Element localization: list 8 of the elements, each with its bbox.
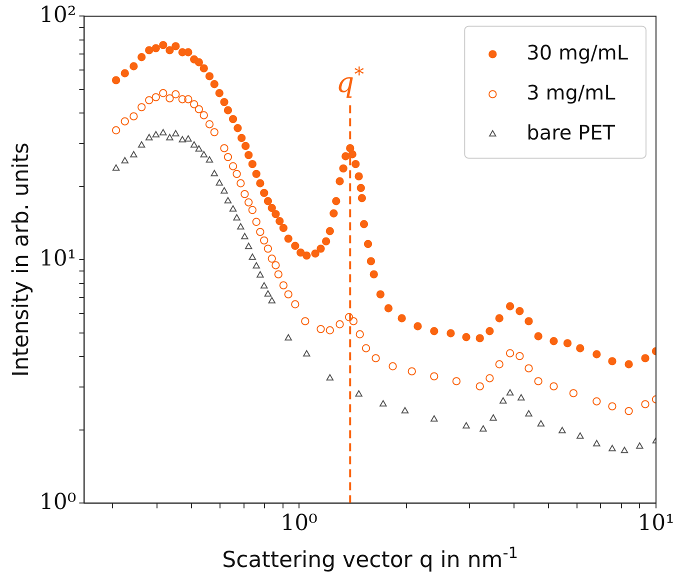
y-tick-label: 10¹ [39, 246, 76, 272]
legend-label: 30 mg/mL [526, 40, 629, 64]
ref-line-label: q* [336, 63, 364, 100]
y-tick-label: 10² [39, 2, 76, 28]
legend-label: bare PET [526, 120, 616, 144]
y-axis-title: Intensity in arb. units [9, 142, 34, 377]
y-tick-label: 10⁰ [39, 490, 76, 515]
legend-label: 3 mg/mL [526, 80, 616, 104]
